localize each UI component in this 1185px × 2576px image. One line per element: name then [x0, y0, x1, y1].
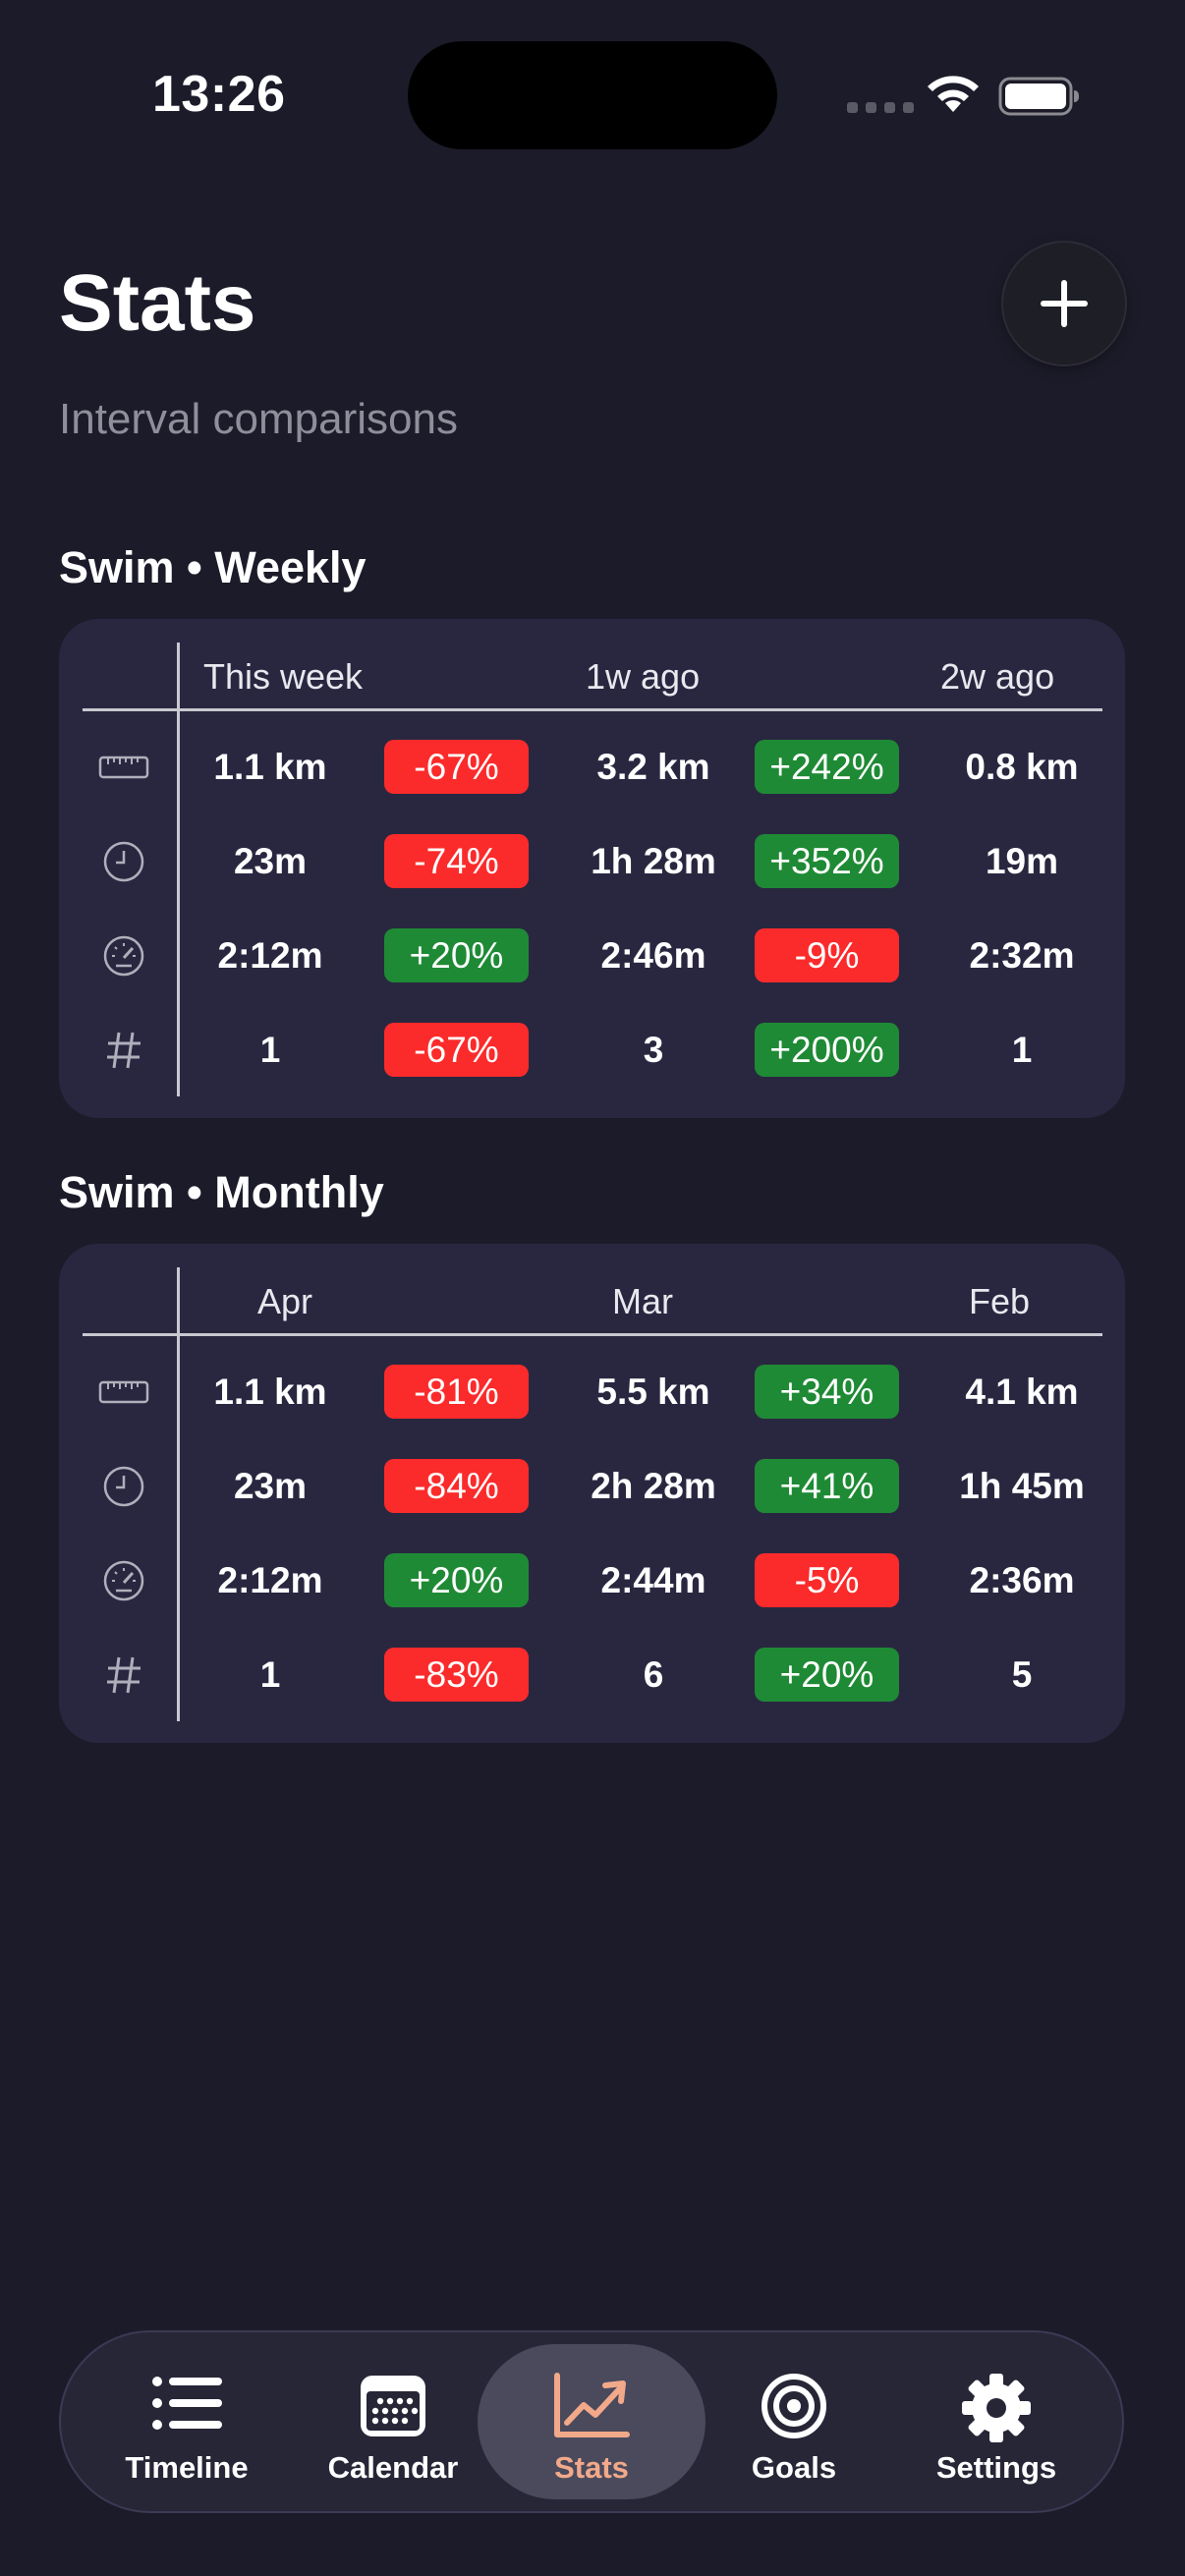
delta-badge: -83% — [384, 1648, 529, 1702]
value-current: 23m — [233, 1466, 308, 1506]
delta-badge: +200% — [755, 1023, 899, 1077]
delta-badge: +20% — [755, 1648, 899, 1702]
column-header: Apr — [257, 1281, 313, 1321]
value-earlier: 2:36m — [969, 1560, 1075, 1600]
tab-label: Goals — [751, 2450, 837, 2485]
value-previous: 2:46m — [600, 935, 706, 976]
table-row: 23m -74% 1h 28m +352% 19m — [59, 832, 1125, 891]
add-button[interactable] — [1003, 243, 1125, 364]
monthly-card: Apr Mar Feb 1.1 km -81% 5.5 km +34% 4.1 … — [59, 1244, 1125, 1743]
tab-stats[interactable]: Stats — [478, 2344, 705, 2499]
value-previous: 5.5 km — [596, 1372, 710, 1412]
calendar-icon — [361, 2376, 425, 2436]
delta-badge: -81% — [384, 1365, 529, 1419]
column-header: Feb — [969, 1281, 1031, 1321]
value-current: 23m — [233, 841, 308, 881]
table-row: 1 -83% 6 +20% 5 — [59, 1646, 1125, 1705]
speedometer-icon — [98, 930, 149, 981]
tab-label: Calendar — [327, 2450, 459, 2485]
signal-icon — [847, 102, 914, 113]
column-header: 1w ago — [586, 656, 701, 697]
target-icon — [762, 2374, 826, 2438]
ruler-icon — [98, 1367, 149, 1418]
value-previous: 2h 28m — [591, 1466, 716, 1506]
column-header: Mar — [612, 1281, 673, 1321]
tab-settings[interactable]: Settings — [882, 2344, 1110, 2499]
list-icon — [152, 2377, 222, 2430]
tab-timeline[interactable]: Timeline — [73, 2344, 301, 2499]
delta-badge: -67% — [384, 1023, 529, 1077]
table-row: 23m -84% 2h 28m +41% 1h 45m — [59, 1457, 1125, 1516]
value-current: 2:12m — [217, 1560, 323, 1600]
delta-badge: +34% — [755, 1365, 899, 1419]
delta-badge: +20% — [384, 1553, 529, 1607]
page-subtitle: Interval comparisons — [59, 395, 458, 443]
table-row: 1 -67% 3 +200% 1 — [59, 1021, 1125, 1080]
hash-icon — [98, 1650, 149, 1701]
delta-badge: -9% — [755, 928, 899, 982]
battery-icon — [998, 77, 1079, 116]
wifi-icon — [928, 76, 979, 112]
chart-icon — [554, 2373, 630, 2437]
value-current: 2:12m — [217, 935, 323, 976]
value-previous: 3.2 km — [596, 747, 710, 787]
table-row: 1.1 km -67% 3.2 km +242% 0.8 km — [59, 738, 1125, 797]
value-previous: 2:44m — [600, 1560, 706, 1600]
delta-badge: +20% — [384, 928, 529, 982]
section-title-monthly: Swim • Monthly — [59, 1167, 384, 1217]
column-header: 2w ago — [940, 656, 1055, 697]
tab-label: Stats — [554, 2450, 629, 2485]
value-earlier: 5 — [1011, 1654, 1033, 1695]
value-current: 1 — [259, 1654, 281, 1695]
value-earlier: 1h 45m — [959, 1466, 1085, 1506]
value-current: 1 — [259, 1030, 281, 1070]
value-current: 1.1 km — [213, 1372, 327, 1412]
delta-badge: -74% — [384, 834, 529, 888]
dynamic-island — [408, 41, 777, 149]
clock-icon — [98, 1461, 149, 1512]
delta-badge: +242% — [755, 740, 899, 794]
value-current: 1.1 km — [213, 747, 327, 787]
value-previous: 3 — [643, 1030, 664, 1070]
value-earlier: 4.1 km — [965, 1372, 1079, 1412]
value-earlier: 19m — [985, 841, 1059, 881]
ruler-icon — [98, 742, 149, 793]
value-previous: 1h 28m — [591, 841, 716, 881]
weekly-card: This week 1w ago 2w ago 1.1 km -67% 3.2 … — [59, 619, 1125, 1118]
delta-badge: +41% — [755, 1459, 899, 1513]
column-header: This week — [203, 656, 364, 697]
status-time: 13:26 — [152, 66, 286, 123]
delta-badge: -5% — [755, 1553, 899, 1607]
hash-icon — [98, 1025, 149, 1076]
value-previous: 6 — [643, 1654, 664, 1695]
section-title-weekly: Swim • Weekly — [59, 542, 367, 592]
delta-badge: +352% — [755, 834, 899, 888]
table-row: 2:12m +20% 2:44m -5% 2:36m — [59, 1551, 1125, 1610]
delta-badge: -67% — [384, 740, 529, 794]
tab-goals[interactable]: Goals — [680, 2344, 908, 2499]
table-row: 1.1 km -81% 5.5 km +34% 4.1 km — [59, 1363, 1125, 1422]
value-earlier: 2:32m — [969, 935, 1075, 976]
tab-calendar[interactable]: Calendar — [279, 2344, 507, 2499]
gear-icon — [962, 2374, 1031, 2442]
tab-label: Timeline — [125, 2450, 249, 2485]
clock-icon — [98, 836, 149, 887]
page-title: Stats — [59, 258, 256, 348]
value-earlier: 1 — [1011, 1030, 1033, 1070]
value-earlier: 0.8 km — [965, 747, 1079, 787]
delta-badge: -84% — [384, 1459, 529, 1513]
speedometer-icon — [98, 1555, 149, 1606]
plus-icon — [1041, 280, 1088, 327]
table-row: 2:12m +20% 2:46m -9% 2:32m — [59, 926, 1125, 985]
tab-label: Settings — [935, 2450, 1057, 2485]
tab-bar: Timeline Calendar Stats — [61, 2332, 1122, 2511]
